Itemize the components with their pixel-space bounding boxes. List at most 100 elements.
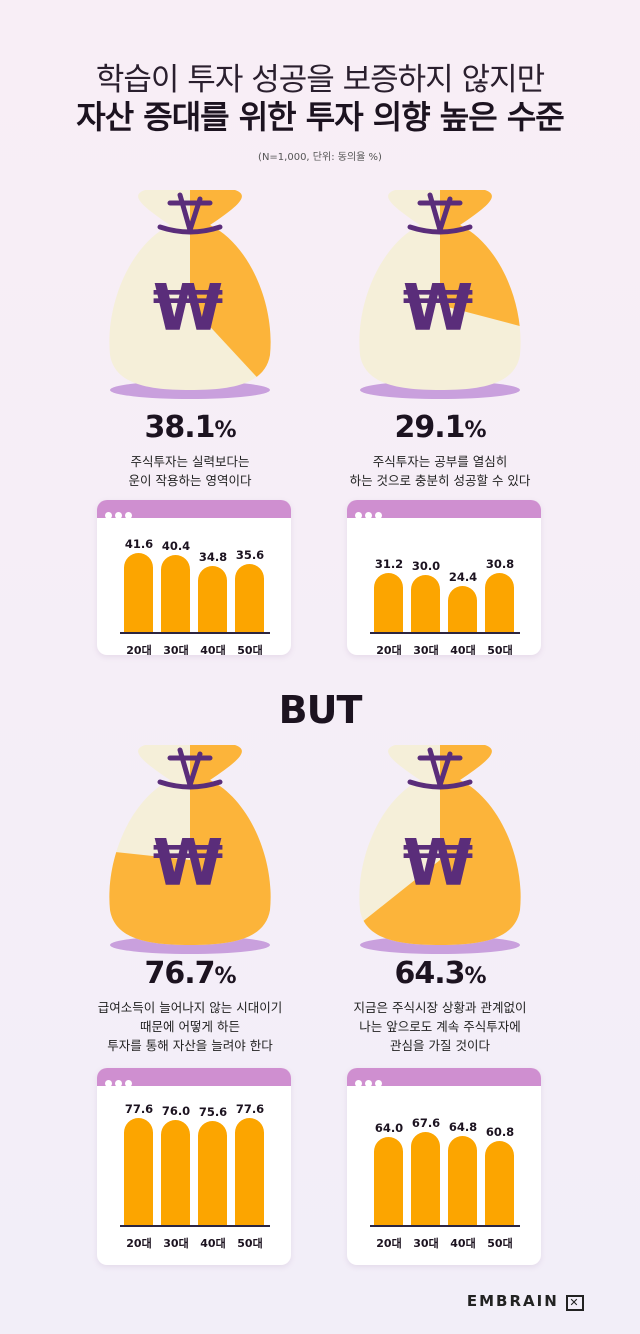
chart-baseline [120, 1225, 270, 1227]
category-label: 20대 [126, 644, 152, 655]
value-label: 24.4 [448, 569, 478, 584]
bag-rope-icon [157, 192, 223, 235]
window-dot-icon [375, 1080, 382, 1087]
bar-chart: 64.0 20대 67.6 30대 64.8 40대 60.8 50대 [347, 1086, 541, 1265]
value-label: 30.0 [411, 559, 441, 573]
category-label: 40대 [450, 1237, 476, 1250]
value-label: 75.6 [198, 1104, 228, 1119]
value-label: 34.8 [198, 549, 228, 564]
title-line-1: 학습이 투자 성공을 보증하지 않지만 [95, 62, 545, 98]
window-header [97, 1068, 291, 1087]
bar-0 [124, 552, 153, 632]
bar-3 [235, 1117, 264, 1225]
category-label: 30대 [163, 1237, 189, 1250]
statement: 급여소득이 늘어나지 않는 시대이기 때문에 어떻게 하든 투자를 통해 자산을… [97, 1000, 283, 1053]
window-header [97, 500, 291, 519]
bar-1 [411, 575, 440, 632]
window-dot-icon [375, 512, 382, 519]
category-label: 50대 [487, 644, 513, 655]
brand-logo: EMBRAIN ✕ [467, 1292, 584, 1311]
bar-chart: 41.6 20대 40.4 30대 34.8 40대 35.6 50대 [97, 518, 291, 655]
window-dot-icon [365, 512, 372, 519]
total-percent: 64.3% [394, 956, 486, 991]
window-dot-icon [105, 1080, 112, 1087]
category-label: 40대 [200, 1237, 226, 1250]
chart-baseline [370, 632, 520, 634]
category-label: 50대 [487, 1237, 513, 1250]
money-bag-pie: ₩ [100, 740, 280, 955]
title-line-2: 자산 증대를 위한 투자 의향 높은 수준 [76, 98, 564, 136]
bar-2 [198, 1120, 227, 1225]
survey-note: (N=1,000, 단위: 동의율 %) [258, 152, 382, 163]
bar-chart: 31.2 20대 30.0 30대 24.4 40대 30.8 50대 [347, 518, 541, 655]
total-percent: 29.1% [394, 410, 486, 445]
window-dot-icon [125, 1080, 132, 1087]
but-divider: BUT [278, 688, 363, 732]
bar-2 [448, 585, 477, 632]
chart-baseline [370, 1225, 520, 1227]
brand-mark-icon: ✕ [566, 1295, 584, 1311]
chart-card: 77.6 20대 76.0 30대 75.6 40대 77.6 50대 [97, 1068, 291, 1265]
won-icon: ₩ [403, 827, 474, 901]
bar-0 [374, 1136, 403, 1225]
chart-card: 31.2 20대 30.0 30대 24.4 40대 30.8 50대 [347, 500, 541, 655]
value-label: 41.6 [124, 536, 154, 551]
brand-name: EMBRAIN [466, 1292, 559, 1310]
value-label: 31.2 [374, 556, 404, 571]
chart-card: 41.6 20대 40.4 30대 34.8 40대 35.6 50대 [97, 500, 291, 655]
window-header [347, 1068, 541, 1087]
bar-2 [198, 565, 227, 632]
won-icon: ₩ [153, 272, 224, 346]
bar-3 [485, 1141, 514, 1225]
bar-1 [411, 1131, 440, 1225]
window-dot-icon [125, 512, 132, 519]
statement: 주식투자는 공부를 열심히 하는 것으로 충분히 성공할 수 있다 [349, 454, 531, 488]
value-label: 64.8 [448, 1119, 478, 1134]
category-label: 20대 [376, 1237, 402, 1250]
category-label: 30대 [413, 644, 439, 655]
bag-rope-icon [407, 747, 473, 790]
value-label: 76.0 [161, 1104, 191, 1119]
category-label: 40대 [200, 644, 226, 655]
bar-0 [374, 572, 403, 632]
window-dot-icon [105, 512, 112, 519]
category-label: 50대 [237, 1237, 263, 1250]
value-label: 67.6 [411, 1115, 441, 1130]
money-bag-pie: ₩ [100, 185, 280, 400]
won-icon: ₩ [153, 827, 224, 901]
value-label: 40.4 [161, 539, 191, 554]
bar-2 [448, 1135, 477, 1225]
category-label: 40대 [450, 644, 476, 655]
bag-rope-icon [407, 192, 473, 235]
window-dot-icon [365, 1080, 372, 1087]
bar-3 [485, 573, 514, 632]
chart-baseline [120, 632, 270, 634]
total-percent: 38.1% [144, 410, 236, 445]
window-dot-icon [115, 1080, 122, 1087]
window-dot-icon [355, 1080, 362, 1087]
window-dot-icon [115, 512, 122, 519]
bar-chart: 77.6 20대 76.0 30대 75.6 40대 77.6 50대 [97, 1086, 291, 1265]
window-header [347, 500, 541, 519]
bar-1 [161, 1120, 190, 1225]
bar-3 [235, 564, 264, 632]
money-bag-pie: ₩ [350, 185, 530, 400]
money-bag-pie: ₩ [350, 740, 530, 955]
value-label: 64.0 [374, 1120, 404, 1135]
value-label: 30.8 [485, 557, 515, 572]
total-percent: 76.7% [144, 956, 236, 991]
value-label: 60.8 [485, 1125, 515, 1140]
statement: 지금은 주식시장 상황과 관계없이 나는 앞으로도 계속 주식투자에 관심을 가… [353, 1000, 527, 1053]
won-icon: ₩ [403, 272, 474, 346]
window-dot-icon [355, 512, 362, 519]
bag-rope-icon [157, 747, 223, 790]
category-label: 30대 [413, 1237, 439, 1250]
category-label: 20대 [376, 644, 402, 655]
category-label: 30대 [163, 644, 189, 655]
category-label: 20대 [126, 1237, 152, 1250]
bar-0 [124, 1117, 153, 1225]
value-label: 77.6 [235, 1101, 265, 1116]
statement: 주식투자는 실력보다는 운이 작용하는 영역이다 [128, 454, 252, 488]
value-label: 35.6 [235, 548, 265, 563]
category-label: 50대 [237, 644, 263, 655]
